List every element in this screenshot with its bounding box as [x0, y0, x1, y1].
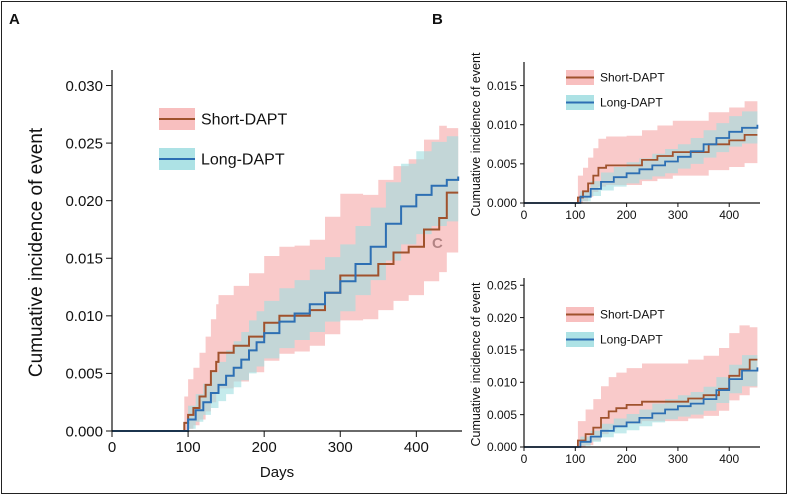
p2-legend-label-short-dapt: Short-DAPT	[600, 71, 665, 85]
p2-band-long-dapt	[524, 107, 758, 203]
p1-band-short-dapt	[112, 125, 459, 432]
p1-y-tick-label: 0.000	[65, 423, 103, 440]
p2-x-tick-label: 400	[719, 208, 739, 222]
p1-legend-label-long-dapt: Long-DAPT	[201, 152, 285, 169]
p2-y-tick-label: 0.010	[487, 118, 517, 132]
p3-y-tick-label: 0.020	[487, 311, 517, 325]
p1-y-tick-label: 0.020	[65, 193, 103, 210]
p1-x-tick-label: 100	[176, 439, 201, 456]
p2-y-tick-label: 0.005	[487, 157, 517, 171]
chart-panel-a: 0.000 0.005 0.010 0.015 0.020 0.025 0.030 0 100 2…	[26, 70, 462, 481]
p2-x-tick-label: 0	[521, 208, 528, 222]
p3-band-short-dapt	[524, 325, 758, 447]
p3-x-tick-label: 100	[565, 452, 585, 466]
p2-y-tick-label: 0.015	[487, 79, 517, 93]
p2-x-tick-label: 100	[565, 208, 585, 222]
p2-x-tick-label: 300	[668, 208, 688, 222]
p3-x-tick-label: 300	[668, 452, 688, 466]
chart-panel-b: 0.000 0.005 0.010 0.015 0 100 200 300 400 Cumuati…	[469, 52, 760, 222]
p2-x-tick-label: 200	[617, 208, 637, 222]
p1-x-tick-label: 0	[108, 439, 116, 456]
p1-x-tick-label: 200	[252, 439, 277, 456]
p3-legend-label-short-dapt: Short-DAPT	[600, 308, 665, 322]
p1-y-tick-label: 0.010	[65, 308, 103, 325]
p3-x-tick-label: 0	[521, 452, 528, 466]
p3-x-tick-label: 200	[617, 452, 637, 466]
p1-x-axis-title: Days	[260, 464, 294, 481]
p1-y-tick-label: 0.030	[65, 78, 103, 95]
p3-legend-label-long-dapt: Long-DAPT	[600, 333, 663, 347]
p1-line-short-dapt	[112, 191, 459, 432]
p1-y-tick-label: 0.005	[65, 366, 103, 383]
p1-line-long-dapt	[112, 176, 460, 432]
p1-x-tick-label: 300	[328, 439, 353, 456]
p1-legend-label-short-dapt: Short-DAPT	[201, 112, 287, 129]
p1-band-long-dapt	[112, 131, 459, 431]
p3-y-axis-title: Cumuative incidence of event	[469, 282, 483, 447]
p2-legend-label-long-dapt: Long-DAPT	[600, 96, 663, 110]
p1-y-tick-label: 0.025	[65, 135, 103, 152]
chart-panel-c: 0.000 0.005 0.010 0.015 0.020 0.025 0 100 200 300…	[469, 278, 760, 466]
p2-y-axis-title: Cumuative incidence of event	[469, 52, 483, 217]
p1-y-axis-title: Cumuative incidence of event	[26, 127, 47, 377]
p3-y-tick-label: 0.000	[487, 440, 517, 454]
panel-label-a: A	[9, 11, 20, 28]
p2-line-long-dapt	[524, 124, 759, 204]
p1-y-tick-label: 0.015	[65, 251, 103, 268]
p2-band-short-dapt	[524, 101, 758, 203]
p2-y-tick-label: 0.000	[487, 196, 517, 210]
p3-line-long-dapt	[524, 367, 759, 448]
p3-y-tick-label: 0.005	[487, 408, 517, 422]
p3-y-tick-label: 0.010	[487, 375, 517, 389]
p3-y-tick-label: 0.015	[487, 343, 517, 357]
p3-y-tick-label: 0.025	[487, 278, 517, 292]
p1-x-tick-label: 400	[404, 439, 429, 456]
p3-x-tick-label: 400	[719, 452, 739, 466]
panel-label-b: B	[432, 11, 443, 28]
